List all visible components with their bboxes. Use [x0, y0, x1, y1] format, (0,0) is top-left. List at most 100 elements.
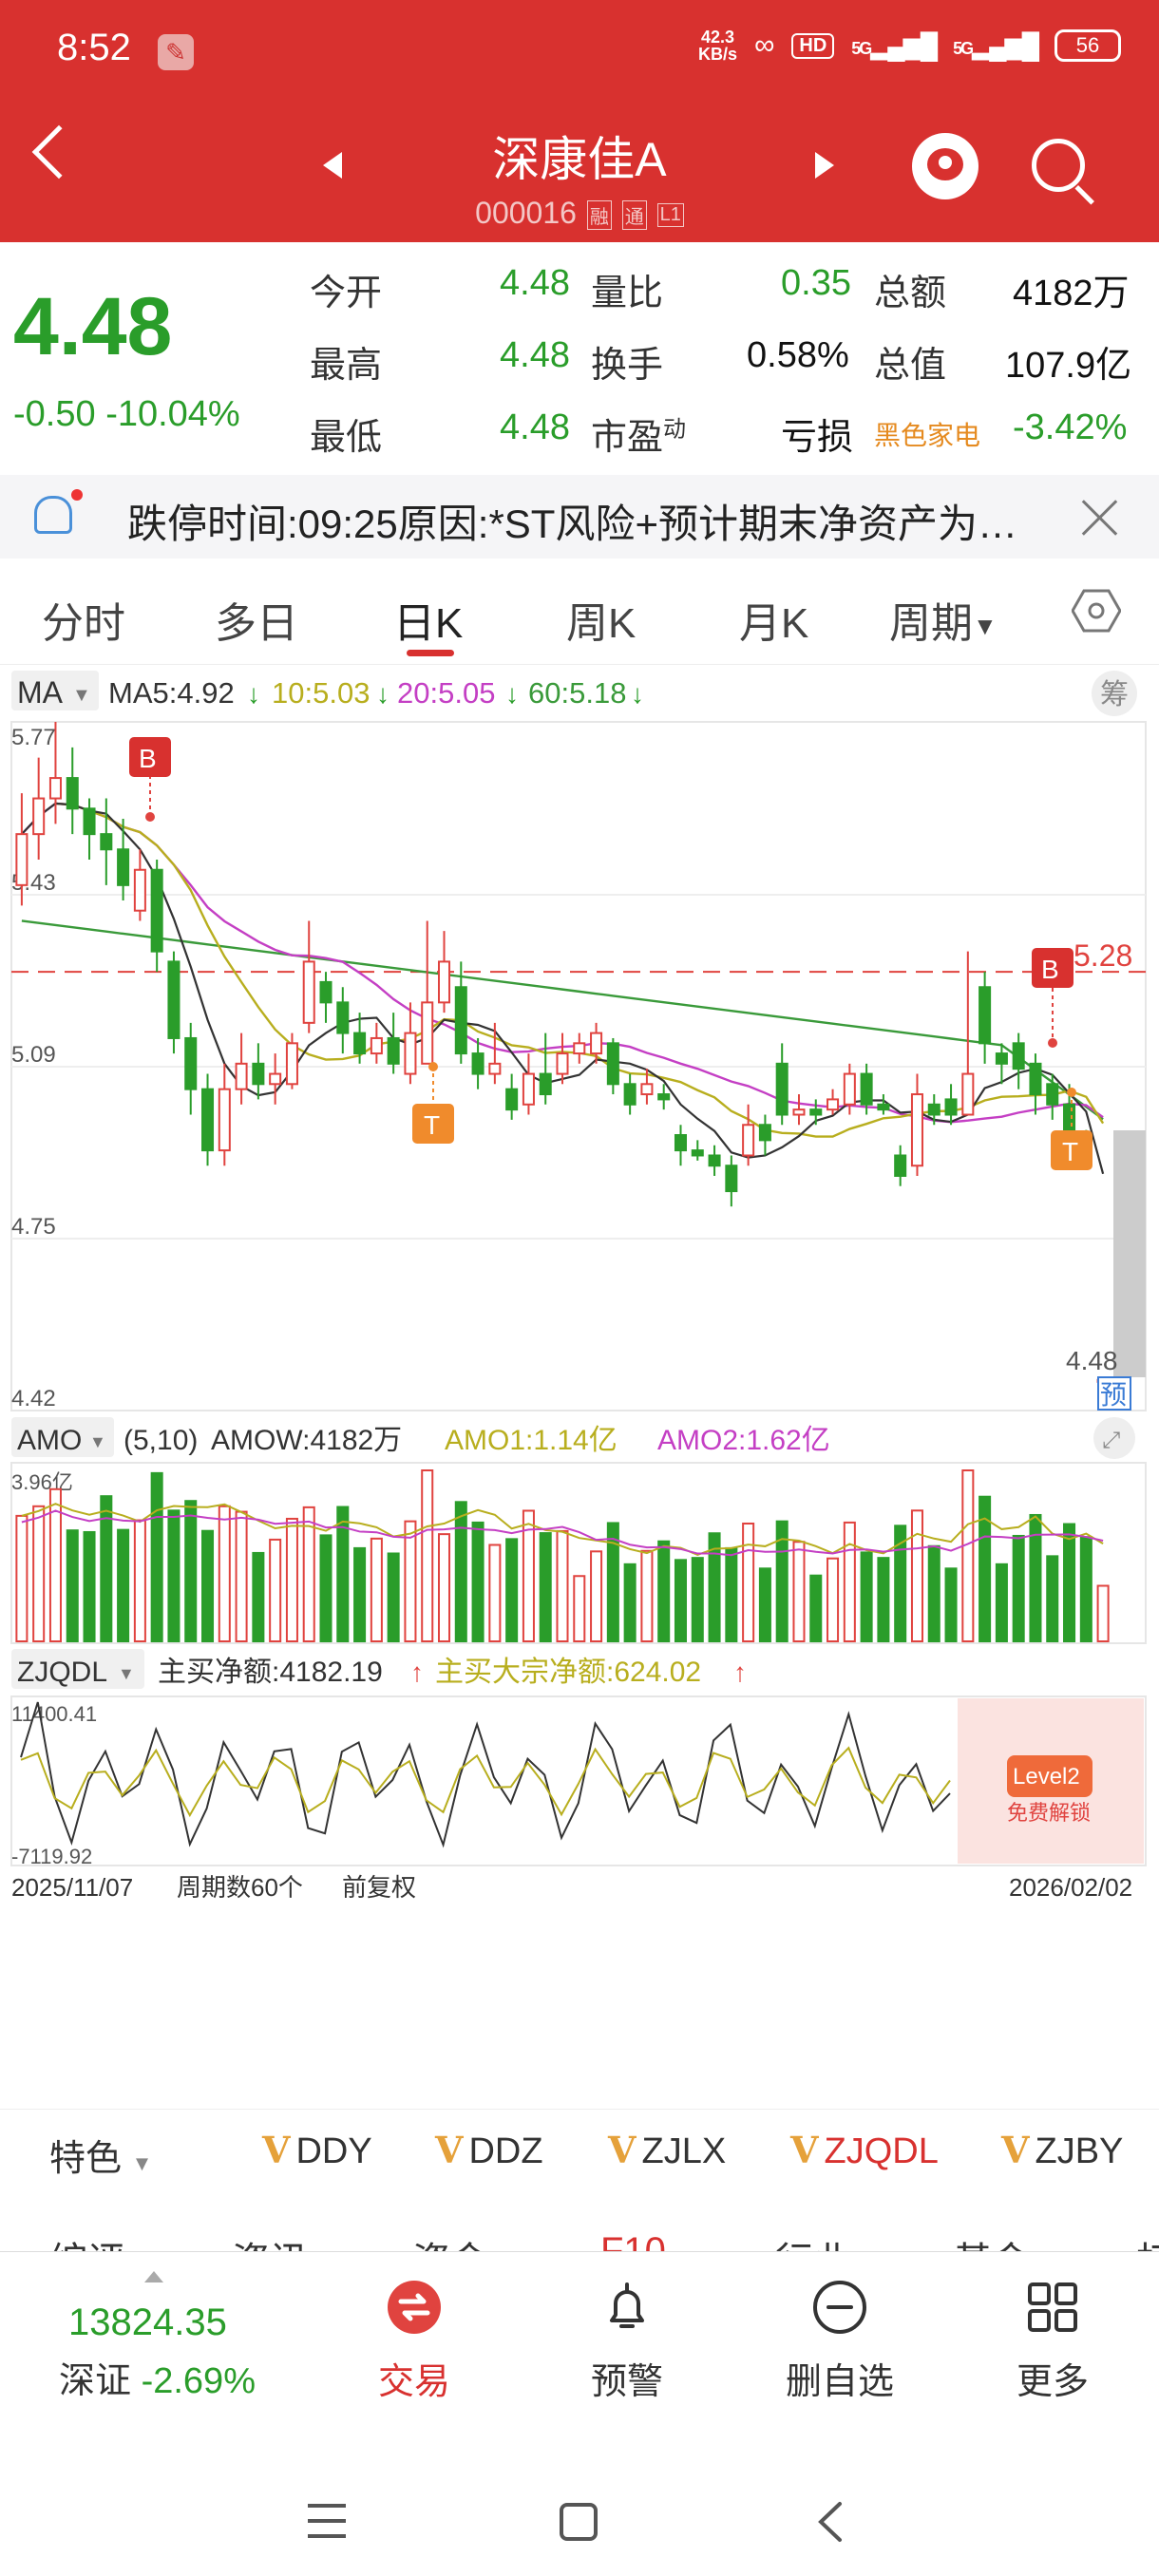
- amo2-line: [21, 1509, 1104, 1557]
- marker-t-2[interactable]: T: [1051, 1088, 1092, 1170]
- battery-icon: 56: [1054, 29, 1121, 62]
- amo-bar: [1096, 1584, 1110, 1642]
- candle: [184, 1036, 198, 1090]
- indicator-zjlx[interactable]: V ZJLX: [608, 2129, 727, 2171]
- minus-circle-icon: [813, 2281, 866, 2334]
- turnover-value: 0.58%: [747, 335, 849, 375]
- candle: [15, 833, 28, 886]
- subtab-fund[interactable]: 基金: [954, 2230, 1030, 2251]
- candle: [894, 1154, 907, 1177]
- amo-selector[interactable]: [11, 1417, 114, 1457]
- tab-intraday[interactable]: 分时: [42, 600, 125, 647]
- tab-multiday[interactable]: 多日: [215, 600, 298, 647]
- candle: [860, 1072, 873, 1106]
- amo-bar: [522, 1509, 535, 1642]
- amo-bar: [370, 1537, 383, 1643]
- amo-bar: [927, 1544, 940, 1642]
- amo-bar: [894, 1525, 907, 1643]
- up-arrow-icon: ↑: [410, 1657, 424, 1687]
- marker-t-1[interactable]: T: [412, 1062, 454, 1144]
- tab-weekly-k[interactable]: 周K: [566, 600, 636, 647]
- indicator-ddz[interactable]: V DDZ: [435, 2129, 543, 2171]
- amo-bar: [758, 1567, 771, 1643]
- back-icon[interactable]: [31, 124, 86, 180]
- amo-bar: [995, 1563, 1008, 1643]
- indicator-zjqdl[interactable]: V ZJQDL: [790, 2129, 939, 2171]
- level2-unlock[interactable]: 免费解锁: [1007, 1801, 1091, 1825]
- nav-more[interactable]: 更多: [977, 2279, 1129, 2404]
- network-speed: 42.3 KB/s: [697, 28, 737, 64]
- menu-icon[interactable]: [306, 2502, 348, 2540]
- candle: [877, 1103, 890, 1111]
- amo-bar: [556, 1529, 569, 1643]
- subtab-f10[interactable]: F10: [600, 2230, 666, 2251]
- subtab-news[interactable]: 资讯: [232, 2230, 308, 2251]
- signal-icon-1: 5G▂▄▆█: [851, 30, 938, 60]
- nav-remove-watchlist[interactable]: 删自选: [764, 2279, 916, 2404]
- amo-bar: [83, 1530, 96, 1642]
- ma-selector[interactable]: [11, 671, 99, 710]
- zjqdl-selector[interactable]: [11, 1649, 144, 1689]
- amo-bar: [184, 1500, 198, 1642]
- candle: [1029, 1062, 1042, 1096]
- back-nav-icon[interactable]: [815, 2500, 844, 2544]
- stock-name: 深康佳A: [492, 133, 667, 186]
- marker-b-1[interactable]: B: [129, 737, 171, 822]
- indicator-ddy[interactable]: V DDY: [262, 2129, 372, 2171]
- candle: [758, 1124, 771, 1142]
- expand-icon: ⤢: [1102, 1428, 1120, 1453]
- candle: [218, 1088, 231, 1152]
- limit-down-notice[interactable]: 跌停时间:09:25原因:*ST风险+预计期末净资产为…: [0, 475, 1159, 559]
- nav-trade[interactable]: 交易: [338, 2279, 490, 2404]
- subtab-industry[interactable]: 行业: [775, 2230, 851, 2251]
- indicator-zjby[interactable]: V ZJBY: [1001, 2129, 1124, 2171]
- next-stock-arrow-icon[interactable]: [815, 152, 834, 179]
- sector-pct: -3.42%: [1013, 407, 1128, 447]
- subtab-more[interactable]: 打: [1136, 2230, 1159, 2251]
- caret-up-icon[interactable]: [144, 2271, 163, 2282]
- tab-monthly-k[interactable]: 月K: [739, 600, 809, 647]
- home-square-icon[interactable]: [559, 2502, 598, 2542]
- index-label[interactable]: 深证 -2.69%: [59, 2361, 256, 2401]
- low-value: 4.48: [500, 407, 570, 447]
- candle: [83, 807, 96, 836]
- search-icon[interactable]: [1032, 139, 1085, 192]
- high-label: 最高: [310, 346, 383, 386]
- nav-alert[interactable]: 预警: [551, 2279, 703, 2404]
- notice-text: 跌停时间:09:25原因:*ST风险+预计期末净资产为…: [127, 502, 1017, 546]
- candle: [961, 1072, 975, 1116]
- subtab-funds[interactable]: 资金: [412, 2230, 488, 2251]
- feature-dropdown[interactable]: 特色 ▼: [49, 2139, 153, 2179]
- tab-period[interactable]: 周期▼: [889, 600, 998, 647]
- candle: [539, 1072, 552, 1096]
- mascot-icon[interactable]: [912, 133, 978, 199]
- kline-chart[interactable]: MA ▼ MA5:4.92 10:5.03 20:5.05 60:5.18 ↓ …: [0, 665, 1159, 2090]
- adjust-mode[interactable]: 前复权: [342, 1873, 416, 1902]
- candle: [556, 1052, 569, 1075]
- expand-button[interactable]: [1093, 1417, 1135, 1459]
- chip-button[interactable]: [1092, 671, 1137, 716]
- candle: [606, 1042, 619, 1086]
- tab-daily-k[interactable]: 日K: [393, 600, 464, 647]
- settings-hexagon-icon[interactable]: [1072, 589, 1121, 633]
- marker-b-2[interactable]: B: [1032, 948, 1074, 1048]
- close-icon[interactable]: [1079, 496, 1121, 538]
- level2-badge[interactable]: [1007, 1755, 1092, 1797]
- subtab-overview[interactable]: 综评: [49, 2230, 125, 2251]
- candle: [471, 1052, 484, 1075]
- hd-badge: HD: [791, 32, 835, 59]
- candle: [623, 1083, 636, 1106]
- index-price[interactable]: 13824.35: [68, 2301, 227, 2343]
- amo-bar: [640, 1549, 654, 1643]
- amo-bar: [860, 1551, 873, 1643]
- forecast-badge[interactable]: [1097, 1376, 1131, 1411]
- sector-name[interactable]: 黑色家电: [874, 421, 981, 450]
- prev-stock-arrow-icon[interactable]: [323, 152, 342, 179]
- candle: [1012, 1042, 1025, 1070]
- candle: [252, 1062, 265, 1086]
- ma10-value: 10:5.03: [272, 676, 370, 710]
- price-change: -0.50 -10.04%: [13, 394, 240, 434]
- zjqdl-max-label: 11400.41: [11, 1702, 97, 1726]
- amo-bar: [252, 1551, 265, 1642]
- amo-bar: [353, 1546, 367, 1643]
